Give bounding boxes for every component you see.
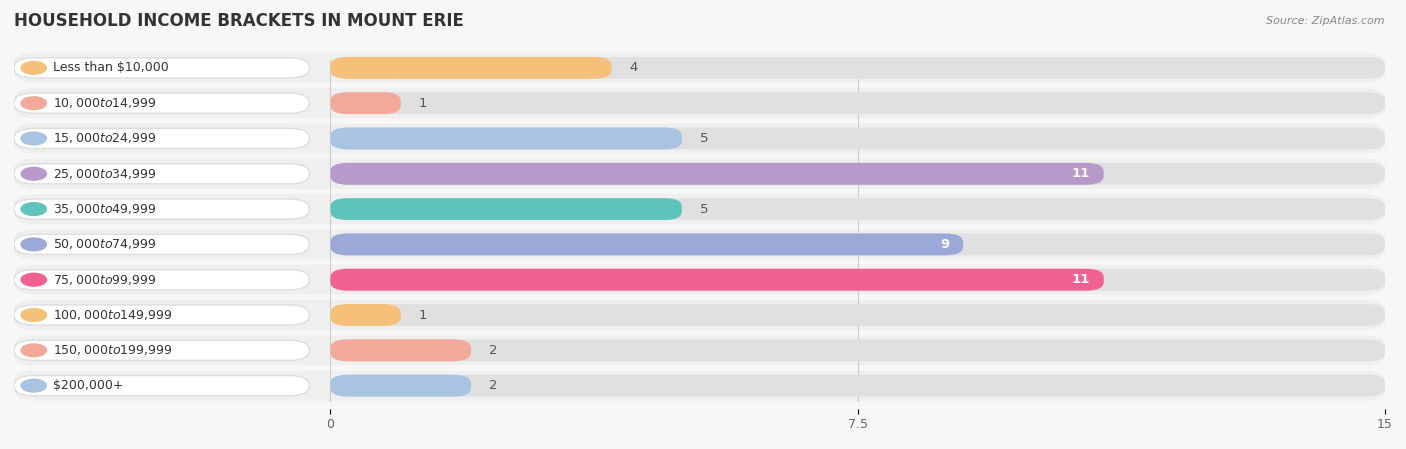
Text: 11: 11 xyxy=(1071,273,1090,286)
FancyBboxPatch shape xyxy=(14,375,309,396)
FancyBboxPatch shape xyxy=(330,128,682,150)
Text: 9: 9 xyxy=(941,238,949,251)
Circle shape xyxy=(21,308,46,321)
Text: $35,000 to $49,999: $35,000 to $49,999 xyxy=(52,202,156,216)
FancyBboxPatch shape xyxy=(14,88,1385,118)
FancyBboxPatch shape xyxy=(14,199,309,219)
FancyBboxPatch shape xyxy=(330,339,471,361)
Circle shape xyxy=(21,97,46,110)
Text: 5: 5 xyxy=(700,132,709,145)
Circle shape xyxy=(21,132,46,145)
FancyBboxPatch shape xyxy=(330,57,612,79)
Text: 4: 4 xyxy=(630,62,637,75)
Circle shape xyxy=(21,273,46,286)
Text: $150,000 to $199,999: $150,000 to $199,999 xyxy=(52,343,172,357)
Text: $15,000 to $24,999: $15,000 to $24,999 xyxy=(52,132,156,145)
Text: $25,000 to $34,999: $25,000 to $34,999 xyxy=(52,167,156,181)
Circle shape xyxy=(21,344,46,357)
Text: $50,000 to $74,999: $50,000 to $74,999 xyxy=(52,238,156,251)
Text: 2: 2 xyxy=(489,344,498,357)
Text: 11: 11 xyxy=(1071,167,1090,180)
Text: 2: 2 xyxy=(489,379,498,392)
FancyBboxPatch shape xyxy=(14,234,309,255)
FancyBboxPatch shape xyxy=(330,375,471,396)
Circle shape xyxy=(21,62,46,74)
FancyBboxPatch shape xyxy=(14,370,1385,401)
FancyBboxPatch shape xyxy=(14,53,1385,83)
FancyBboxPatch shape xyxy=(330,92,401,114)
FancyBboxPatch shape xyxy=(330,304,1385,326)
FancyBboxPatch shape xyxy=(14,270,309,290)
Text: Source: ZipAtlas.com: Source: ZipAtlas.com xyxy=(1267,16,1385,26)
FancyBboxPatch shape xyxy=(14,229,1385,260)
Text: HOUSEHOLD INCOME BRACKETS IN MOUNT ERIE: HOUSEHOLD INCOME BRACKETS IN MOUNT ERIE xyxy=(14,13,464,31)
FancyBboxPatch shape xyxy=(14,93,309,113)
FancyBboxPatch shape xyxy=(330,304,401,326)
FancyBboxPatch shape xyxy=(14,58,309,78)
Text: 1: 1 xyxy=(419,97,427,110)
FancyBboxPatch shape xyxy=(330,269,1385,291)
Text: Less than $10,000: Less than $10,000 xyxy=(52,62,169,75)
Circle shape xyxy=(21,203,46,216)
FancyBboxPatch shape xyxy=(330,128,1385,150)
Circle shape xyxy=(21,379,46,392)
FancyBboxPatch shape xyxy=(14,123,1385,154)
Circle shape xyxy=(21,238,46,251)
Text: $10,000 to $14,999: $10,000 to $14,999 xyxy=(52,96,156,110)
FancyBboxPatch shape xyxy=(14,335,1385,365)
FancyBboxPatch shape xyxy=(14,300,1385,330)
Text: 5: 5 xyxy=(700,202,709,216)
Text: $200,000+: $200,000+ xyxy=(52,379,124,392)
FancyBboxPatch shape xyxy=(330,198,682,220)
FancyBboxPatch shape xyxy=(330,198,1385,220)
FancyBboxPatch shape xyxy=(330,233,1385,255)
Text: $100,000 to $149,999: $100,000 to $149,999 xyxy=(52,308,172,322)
FancyBboxPatch shape xyxy=(330,339,1385,361)
FancyBboxPatch shape xyxy=(14,128,309,149)
FancyBboxPatch shape xyxy=(14,265,1385,295)
FancyBboxPatch shape xyxy=(330,163,1385,185)
FancyBboxPatch shape xyxy=(14,159,1385,189)
Text: $75,000 to $99,999: $75,000 to $99,999 xyxy=(52,273,156,287)
FancyBboxPatch shape xyxy=(330,57,1385,79)
FancyBboxPatch shape xyxy=(330,233,963,255)
Text: 1: 1 xyxy=(419,308,427,321)
FancyBboxPatch shape xyxy=(14,194,1385,224)
FancyBboxPatch shape xyxy=(14,164,309,184)
FancyBboxPatch shape xyxy=(330,375,1385,396)
Circle shape xyxy=(21,167,46,180)
FancyBboxPatch shape xyxy=(14,340,309,361)
FancyBboxPatch shape xyxy=(330,163,1104,185)
FancyBboxPatch shape xyxy=(14,305,309,325)
FancyBboxPatch shape xyxy=(330,269,1104,291)
FancyBboxPatch shape xyxy=(330,92,1385,114)
